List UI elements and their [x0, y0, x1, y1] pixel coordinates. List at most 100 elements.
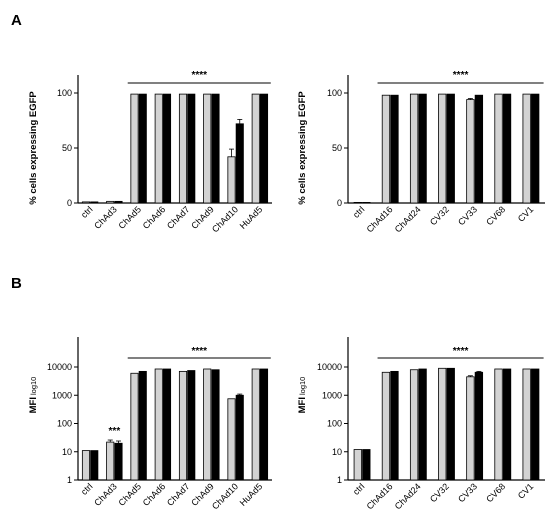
bar-series-2	[114, 200, 123, 204]
bar-series-1	[227, 156, 236, 204]
bar-series-1	[494, 368, 503, 481]
bar-series-1	[106, 200, 115, 204]
y-axis-label-sub: log10	[298, 377, 307, 395]
y-tick-label: 100	[57, 419, 72, 429]
significance-label: ****	[453, 346, 469, 357]
bar-series-2	[211, 369, 220, 481]
significance-label: ****	[453, 70, 469, 81]
bar-series-1	[466, 99, 475, 204]
bar-series-1	[203, 368, 212, 481]
x-tick-label: ChAd16	[365, 204, 395, 234]
bar-series-2	[138, 93, 147, 204]
significance-label: ****	[191, 70, 207, 81]
bar-series-2	[114, 442, 123, 481]
bar-series-2	[235, 394, 244, 481]
y-tick-label: 100	[327, 419, 342, 429]
y-axis-label: MFI log10	[297, 377, 308, 414]
bar-series-2	[390, 370, 399, 481]
bar-series-2	[162, 93, 172, 204]
chart-b-left: 110100100010000MFIlog10ctrlChAd3ChAd5ChA…	[28, 337, 272, 511]
y-tick-label: 10	[62, 447, 72, 457]
y-tick-label: 100	[327, 88, 342, 98]
x-tick-label: ChAd7	[165, 481, 192, 508]
x-tick-label: CV68	[484, 481, 507, 504]
bar-series-2	[418, 368, 427, 481]
y-tick-label: 0	[67, 198, 72, 208]
x-tick-label: ChAd6	[141, 481, 168, 508]
y-axis-label: % cells expressing EGFP	[28, 91, 39, 205]
panel-label-b: B	[11, 275, 22, 292]
y-axis-label-main: % cells expressing EGFP	[28, 91, 39, 205]
y-tick-label: 10000	[47, 362, 72, 372]
bar-series-2	[90, 450, 99, 481]
bar-series-2	[259, 368, 269, 481]
bar-series-2	[474, 94, 484, 204]
bar-series-1	[203, 93, 212, 204]
bar-series-2	[235, 123, 244, 204]
x-tick-label: ctrl	[79, 204, 95, 220]
bar-series-1	[381, 94, 391, 204]
bar-series-2	[531, 368, 540, 481]
bar-series-1	[409, 369, 419, 481]
x-tick-label: CV32	[428, 204, 451, 227]
y-tick-label: 50	[332, 143, 342, 153]
bar-series-1	[81, 450, 91, 481]
bar-series-2	[187, 93, 196, 204]
bar-series-1	[154, 93, 163, 204]
x-tick-label: CV33	[456, 204, 479, 227]
bar-series-2	[362, 449, 371, 481]
bar-series-1	[353, 201, 362, 204]
y-axis-label: % cells expressing EGFP	[297, 91, 308, 205]
x-tick-label: ctrl	[351, 481, 367, 497]
x-tick-label: ChAd24	[393, 204, 423, 234]
bar-series-2	[446, 93, 455, 204]
y-tick-label: 10	[332, 447, 342, 457]
y-tick-label: 50	[62, 143, 72, 153]
bar-series-1	[178, 93, 188, 204]
bar-series-1	[522, 93, 531, 204]
x-tick-label: CV68	[484, 204, 507, 227]
bar-series-2	[138, 370, 147, 481]
bar-series-1	[438, 367, 447, 481]
bar-series-2	[446, 367, 455, 481]
bar-series-1	[130, 372, 139, 481]
bar-series-2	[474, 371, 484, 481]
x-tick-label: ctrl	[79, 481, 95, 497]
bar-series-1	[227, 398, 236, 481]
bar-series-1	[251, 368, 260, 481]
bar-series-2	[162, 368, 172, 481]
panel-label-a: A	[11, 12, 22, 29]
x-tick-label: ChAd3	[92, 204, 119, 231]
bar-series-2	[90, 201, 99, 204]
bar-series-2	[418, 93, 427, 204]
bar-series-2	[259, 93, 269, 204]
bar-series-1	[494, 93, 503, 204]
y-tick-label: 1	[337, 475, 342, 485]
y-axis-label-main: MFI	[297, 397, 308, 413]
significance-label: ****	[191, 346, 207, 357]
significance-label: ***	[109, 426, 121, 437]
bar-series-1	[353, 449, 362, 481]
x-tick-label: ChAd5	[117, 204, 144, 231]
x-tick-label: ChAd7	[165, 204, 192, 231]
x-tick-label: ChAd10	[210, 204, 240, 234]
x-tick-label: HuAd5	[238, 204, 265, 231]
x-tick-label: ChAd3	[92, 481, 119, 508]
bar-series-2	[187, 370, 196, 481]
x-tick-label: ChAd5	[117, 481, 144, 508]
bar-series-1	[409, 93, 419, 204]
y-tick-label: 0	[337, 198, 342, 208]
bar-series-1	[251, 93, 260, 204]
x-tick-label: ChAd24	[393, 481, 423, 511]
y-tick-label: 1	[67, 475, 72, 485]
bar-series-1	[106, 441, 115, 481]
bar-series-1	[178, 370, 188, 481]
y-tick-label: 10000	[317, 362, 342, 372]
x-tick-label: ChAd6	[141, 204, 168, 231]
bar-series-1	[130, 93, 139, 204]
y-axis-label-main: MFI	[28, 397, 39, 413]
x-tick-label: CV1	[516, 481, 535, 500]
